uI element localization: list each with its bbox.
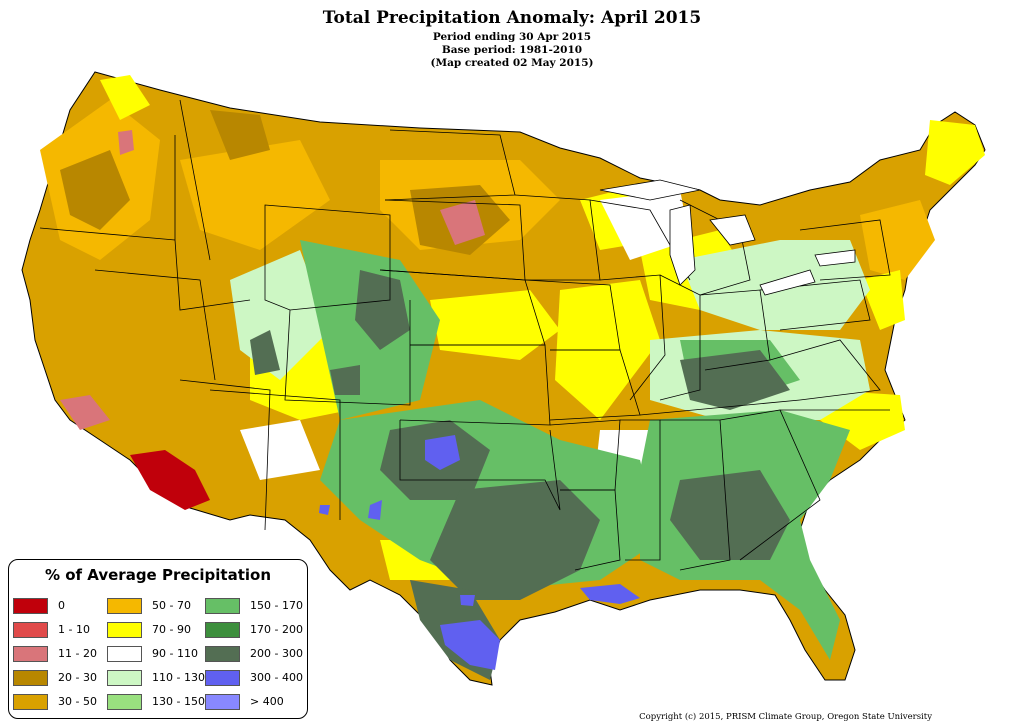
legend-item: 110 - 130 [107,670,205,687]
map-subtitle-created: (Map created 02 May 2015) [430,57,594,69]
legend: % of Average Precipitation 0 1 - 10 11 -… [8,559,308,719]
legend-swatch [205,694,240,710]
legend-label: > 400 [250,695,284,708]
legend-label: 50 - 70 [152,599,191,612]
blue-zones [319,435,640,670]
legend-item: 200 - 300 [205,646,303,663]
legend-label: 150 - 170 [250,599,303,612]
legend-item: 50 - 70 [107,598,203,615]
legend-item: 150 - 170 [205,598,303,615]
legend-label: 0 [58,599,65,612]
legend-item: 70 - 90 [107,622,203,639]
copyright-text: Copyright (c) 2015, PRISM Climate Group,… [639,712,932,722]
brown-zones [60,110,510,255]
legend-item: 130 - 150 [107,694,205,711]
legend-swatch [205,598,240,614]
great-lakes [599,179,856,296]
legend-item: 300 - 400 [205,670,303,687]
legend-swatch [107,694,142,710]
map-subtitle-base: Base period: 1981-2010 [441,44,583,56]
legend-label: 90 - 110 [152,647,198,660]
legend-label: 30 - 50 [58,695,97,708]
legend-swatch [205,670,240,686]
legend-label: 130 - 150 [152,695,205,708]
legend-item: 90 - 110 [107,646,203,663]
legend-label: 70 - 90 [152,623,191,636]
legend-swatch [107,646,142,662]
legend-label: 170 - 200 [250,623,303,636]
legend-item: 1 - 10 [13,622,109,639]
legend-label: 200 - 300 [250,647,303,660]
legend-swatch [205,646,240,662]
legend-item: > 400 [205,694,301,711]
legend-swatch [13,646,48,662]
legend-item: 30 - 50 [13,694,109,711]
legend-item: 0 [13,598,109,615]
legend-label: 110 - 130 [152,671,205,684]
legend-swatch [107,622,142,638]
legend-item: 170 - 200 [205,622,303,639]
legend-swatch [205,622,240,638]
legend-swatch [13,694,48,710]
legend-label: 20 - 30 [58,671,97,684]
red-zones [60,130,485,510]
legend-item: 11 - 20 [13,646,109,663]
legend-swatch [13,598,48,614]
legend-swatch [107,670,142,686]
legend-swatch [13,622,48,638]
map-subtitle-period: Period ending 30 Apr 2015 [432,31,592,43]
legend-swatch [107,598,142,614]
legend-swatch [13,670,48,686]
legend-label: 11 - 20 [58,647,97,660]
legend-item: 20 - 30 [13,670,109,687]
legend-label: 1 - 10 [58,623,90,636]
legend-title: % of Average Precipitation [44,566,272,584]
legend-label: 300 - 400 [250,671,303,684]
map-title: Total Precipitation Anomaly: April 2015 [322,8,702,28]
